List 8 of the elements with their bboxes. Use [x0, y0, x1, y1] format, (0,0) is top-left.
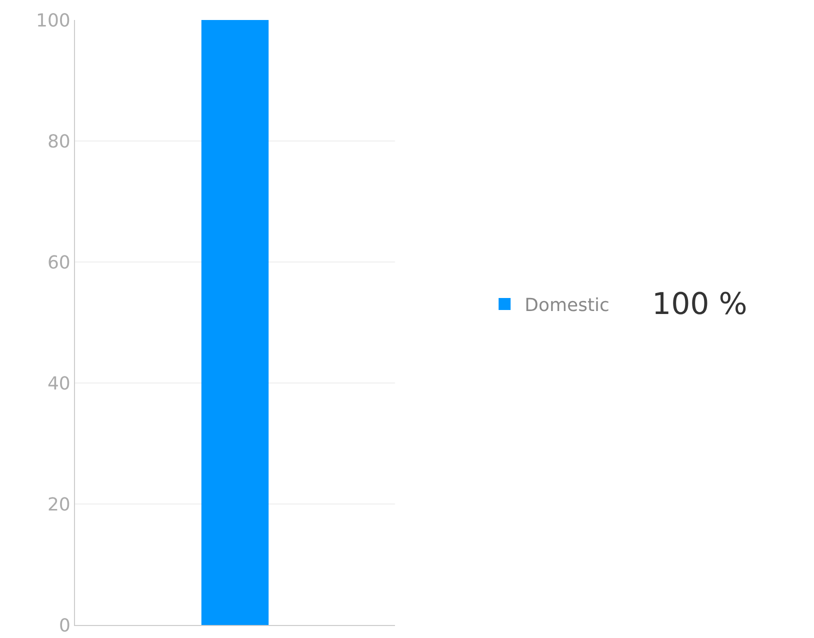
y-tick-label: 80 [47, 131, 70, 152]
y-tick-label: 20 [47, 494, 70, 516]
text: 100 % [652, 287, 748, 322]
y-tick-label: 60 [47, 252, 70, 274]
y-tick-label: 0 [58, 615, 70, 636]
legend-label: Domestic [524, 295, 610, 316]
y-tick-label: 40 [47, 373, 70, 394]
y-tick-label: 100 [36, 10, 70, 32]
